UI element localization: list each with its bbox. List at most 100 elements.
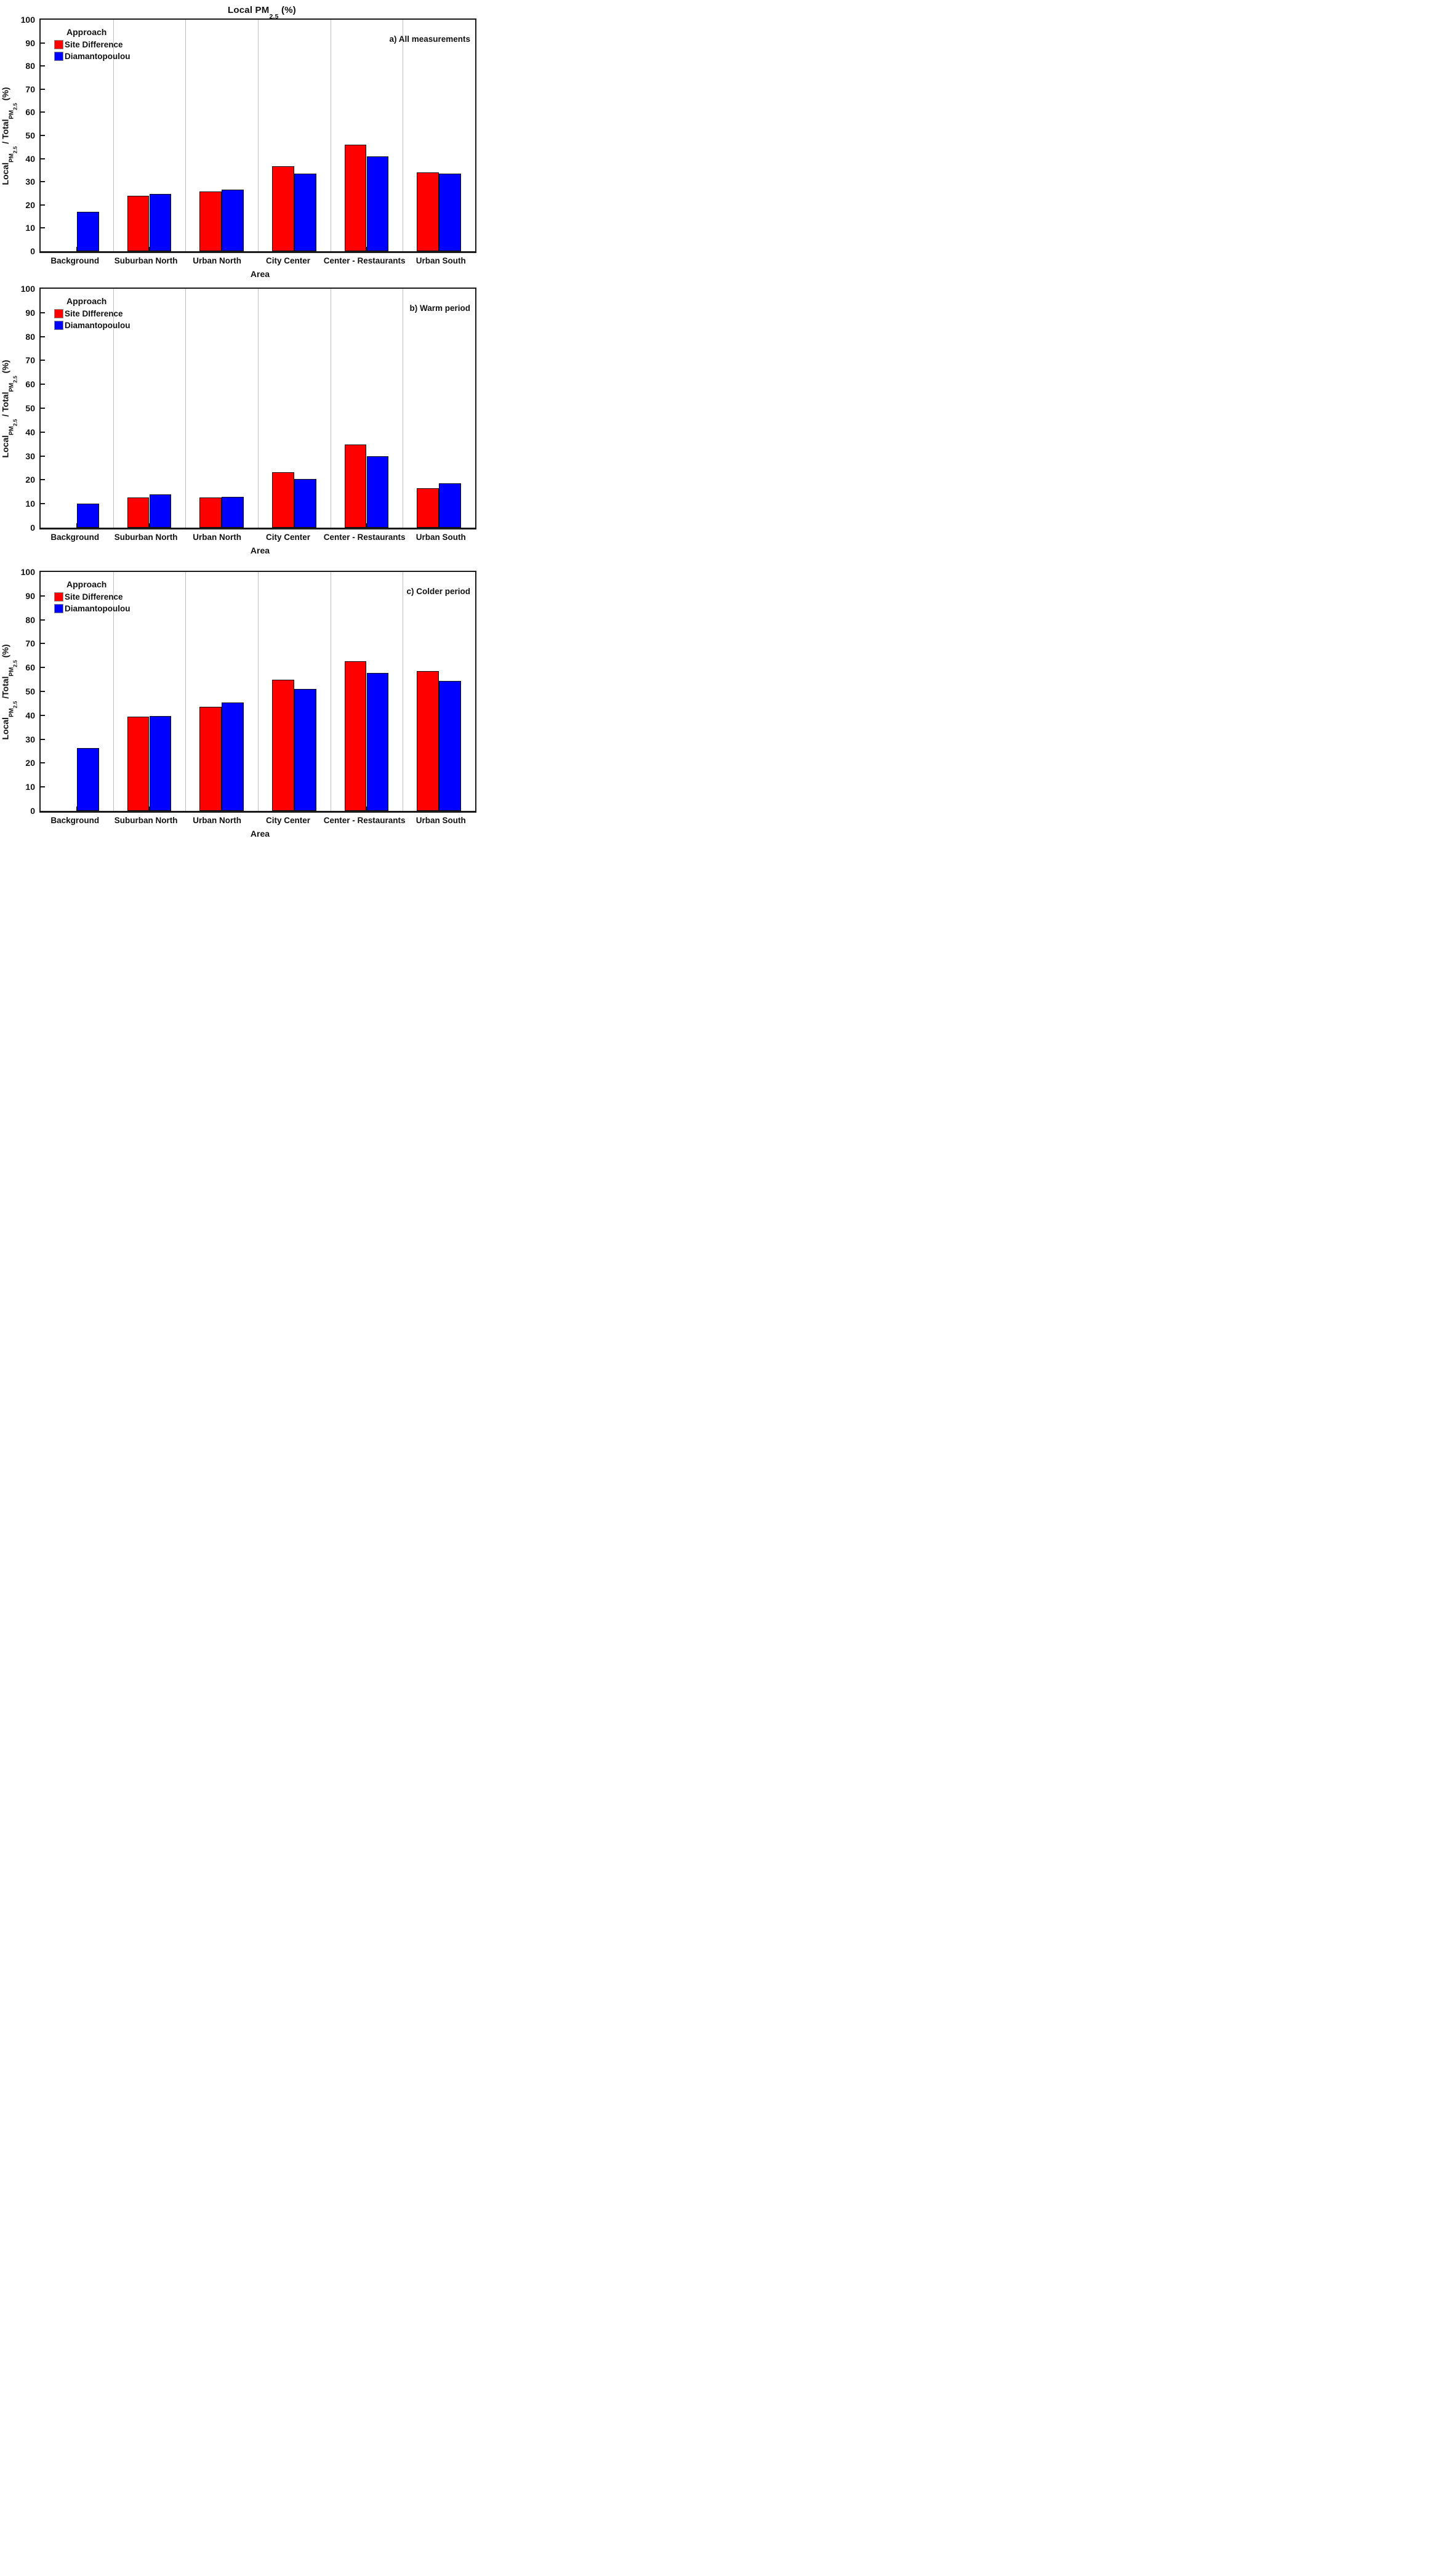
gridline: [185, 20, 187, 251]
y-tick-label: 20: [25, 475, 35, 485]
bar-site-difference-center-restaurants: [344, 661, 367, 811]
y-tick-label: 80: [25, 61, 35, 71]
bar-site-difference-urban-south: [417, 488, 440, 528]
figure-title: Local PM2.5 (%): [228, 5, 296, 20]
x-tick-label-background: Background: [50, 816, 100, 825]
panel-annotation: c) Colder period: [406, 587, 470, 596]
x-tick-label-city-center: City Center: [266, 256, 311, 265]
y-tick: [41, 227, 45, 229]
bar-site-difference-city-center: [271, 680, 294, 811]
bar-diamantopoulou-suburban-north: [149, 715, 172, 811]
y-tick-label: 10: [25, 223, 35, 233]
plot-area-a: Approach Site Difference Diamantopoulou …: [21, 15, 476, 256]
y-tick: [41, 42, 45, 44]
y-tick: [41, 619, 45, 621]
gridline: [258, 289, 259, 528]
bar-diamantopoulou-urban-north: [222, 189, 244, 251]
legend: Approach Site Difference Diamantopoulou: [54, 579, 130, 616]
legend-swatch-diamantopoulou: [54, 604, 63, 613]
legend-item-site-difference: Site Difference: [54, 40, 130, 49]
x-axis-label: Area: [250, 829, 270, 839]
legend-item-diamantopoulou: Diamantopoulou: [54, 604, 130, 613]
bar-site-difference-urban-north: [199, 497, 222, 528]
x-tick-labels: Background Suburban North Urban North City …: [39, 256, 476, 265]
bar-site-difference-urban-south: [417, 670, 440, 811]
bar-site-difference-urban-north: [199, 706, 222, 811]
y-tick: [41, 667, 45, 669]
x-tick-label-background: Background: [50, 256, 100, 265]
bar-site-difference-urban-north: [199, 191, 222, 251]
y-tick-label: 70: [25, 355, 35, 366]
y-tick-label: 50: [25, 131, 35, 140]
x-tick-label-center-restaurants: Center - Restaurants: [323, 816, 406, 825]
y-tick-label: 40: [25, 427, 35, 437]
y-tick-label: 80: [25, 614, 35, 625]
plot-area-c: Approach Site Difference Diamantopoulou …: [21, 567, 476, 816]
x-tick-labels: Background Suburban North Urban North City …: [39, 816, 476, 825]
gridline: [258, 20, 259, 251]
y-tick-label: 50: [25, 403, 35, 413]
y-tick: [41, 135, 45, 136]
x-tick-label-urban-north: Urban North: [193, 533, 241, 542]
x-tick-label-center-restaurants: Center - Restaurants: [323, 256, 406, 265]
legend-label: Site DIfference: [65, 309, 123, 318]
y-tick: [41, 455, 45, 457]
y-tick: [41, 643, 45, 645]
x-tick-label-city-center: City Center: [266, 533, 311, 542]
y-tick-label: 0: [30, 246, 35, 256]
y-tick-label: 80: [25, 331, 35, 342]
legend-title: Approach: [66, 579, 107, 589]
panel-all-measurements: LocalPM2.5 / TotalPM2.5 (%) Approach Sit…: [0, 15, 481, 279]
bar-diamantopoulou-urban-south: [439, 680, 462, 811]
y-tick: [41, 158, 45, 159]
legend: Approach Site Difference Diamantopoulou: [54, 27, 130, 63]
x-tick-label-urban-south: Urban South: [415, 256, 466, 265]
bar-diamantopoulou-urban-south: [439, 174, 462, 251]
bar-diamantopoulou-background: [76, 747, 99, 811]
y-tick-label: 90: [25, 38, 35, 48]
bar-site-difference-city-center: [271, 472, 294, 528]
bar-site-difference-center-restaurants: [344, 444, 367, 528]
y-tick-label: 40: [25, 153, 35, 164]
legend-label: Diamantopoulou: [65, 52, 130, 61]
legend-item-diamantopoulou: Diamantopoulou: [54, 52, 130, 61]
y-tick-label: 30: [25, 734, 35, 744]
legend-label: Site Difference: [65, 40, 123, 49]
bar-diamantopoulou-suburban-north: [149, 494, 172, 528]
y-tick: [41, 312, 45, 313]
y-tick: [41, 786, 45, 788]
legend: Approach Site DIfference Diamantopoulou: [54, 296, 130, 332]
y-tick-label: 10: [25, 782, 35, 792]
bar-diamantopoulou-urban-north: [222, 496, 244, 528]
bar-diamantopoulou-background: [76, 212, 99, 251]
bar-diamantopoulou-urban-south: [439, 483, 462, 528]
panel-annotation: b) Warm period: [409, 304, 470, 313]
gridline: [113, 572, 114, 811]
y-tick: [41, 431, 45, 433]
y-tick: [41, 595, 45, 597]
y-tick: [41, 691, 45, 692]
legend-item-diamantopoulou: Diamantopoulou: [54, 321, 130, 330]
y-tick-label: 30: [25, 177, 35, 187]
gridline: [185, 572, 187, 811]
x-tick-label-suburban-north: Suburban North: [114, 533, 178, 542]
y-tick: [41, 336, 45, 337]
legend-swatch-site-difference: [54, 309, 63, 318]
y-tick-label: 60: [25, 107, 35, 118]
legend-swatch-site-difference: [54, 592, 63, 602]
y-tick: [41, 503, 45, 505]
gridline: [185, 289, 187, 528]
y-tick-label: 20: [25, 199, 35, 210]
legend-swatch-site-difference: [54, 40, 63, 49]
bar-diamantopoulou-city-center: [294, 689, 316, 811]
y-tick-label: 40: [25, 710, 35, 720]
legend-item-site-difference: Site Difference: [54, 592, 130, 602]
y-tick-label: 100: [20, 15, 35, 25]
legend-title: Approach: [66, 27, 107, 37]
legend-label: Diamantopoulou: [65, 604, 130, 613]
bar-diamantopoulou-center-restaurants: [366, 456, 389, 528]
gridline: [113, 289, 114, 528]
y-tick-label: 0: [30, 806, 35, 816]
panel-colder-period: LocalPM2.5 /TotalPM2.5 (%) Approach Site…: [0, 567, 481, 839]
bar-site-difference-suburban-north: [127, 195, 150, 251]
